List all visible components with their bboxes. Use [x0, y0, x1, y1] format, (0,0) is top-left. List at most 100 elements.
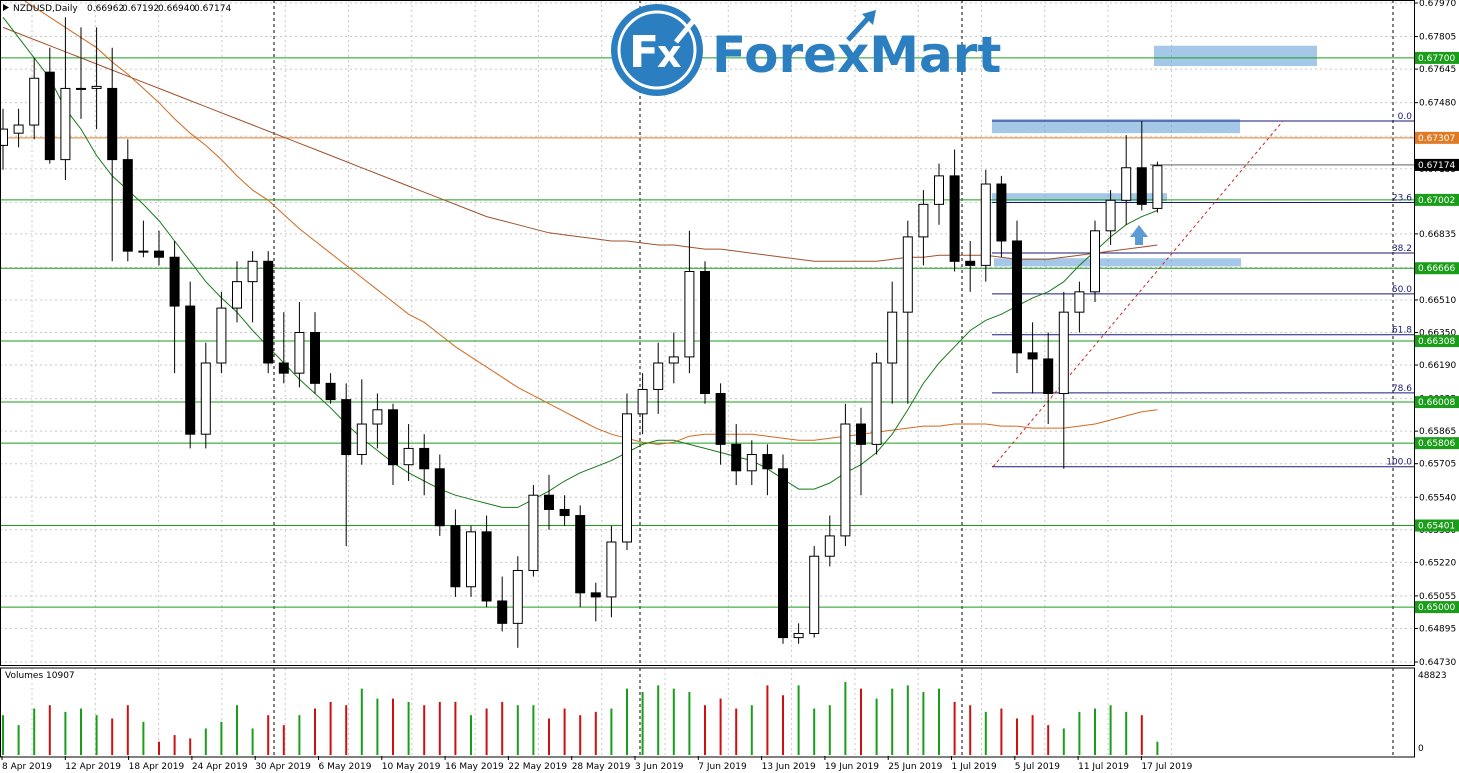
- support-resistance-lines: [0, 57, 1414, 608]
- title-triangle-icon: [3, 4, 9, 11]
- candle-bull: [622, 413, 632, 543]
- sr-price-label: 0.67700: [1418, 54, 1455, 64]
- price-tick-label: 0.66835: [1419, 230, 1456, 240]
- x-tick-label: 18 Apr 2019: [129, 762, 185, 772]
- orange-price-tag: [1415, 131, 1459, 144]
- candle-bull: [403, 447, 414, 466]
- x-tick-label: 17 Jul 2019: [1141, 762, 1192, 772]
- x-tick-label: 28 May 2019: [572, 762, 631, 772]
- candle-bull: [1152, 165, 1163, 209]
- price-tick-label: 0.65705: [1419, 460, 1456, 470]
- highlight-zone: [1154, 45, 1317, 67]
- candle-bull: [1121, 167, 1132, 201]
- candle-bear: [169, 256, 180, 307]
- current-price-label: 0.67174: [1418, 161, 1455, 171]
- candle-bear: [310, 332, 320, 384]
- candle-bear: [590, 592, 601, 598]
- candle-bear: [481, 531, 492, 602]
- highlight-zone: [994, 258, 1241, 267]
- candle-bear: [388, 409, 398, 466]
- candle-bull: [793, 633, 804, 639]
- fib-level-label: 100.0: [1386, 458, 1412, 468]
- candle-bear: [497, 600, 508, 624]
- candle-bear: [544, 494, 554, 510]
- ma-slow-line: [2, 26, 1158, 262]
- candle-bear: [965, 260, 976, 266]
- up-arrow-icon: [1130, 225, 1148, 245]
- forexmart-logo: F x ForexMart: [611, 4, 1001, 96]
- x-tick-label: 6 May 2019: [319, 762, 372, 772]
- candle-bull: [918, 203, 929, 238]
- candle-bull: [934, 175, 944, 205]
- candle-bull: [840, 423, 851, 537]
- ohlc-low: 0.66940: [158, 4, 195, 14]
- candle-bear: [996, 183, 1007, 242]
- chart-title: NZDUSD,Daily: [13, 4, 78, 14]
- price-tick-label: 0.66190: [1419, 361, 1456, 371]
- current-price-tag: [1415, 158, 1459, 171]
- candle-bull: [91, 85, 102, 89]
- sr-price-label: 0.66666: [1418, 264, 1455, 274]
- candle-bear: [575, 515, 586, 594]
- sr-price-label: 0.65401: [1418, 522, 1455, 532]
- candle-bull: [216, 307, 227, 364]
- candle-bear: [107, 87, 118, 161]
- fib-level-label: 61.8: [1392, 326, 1412, 336]
- volume-label: Volumes 10907: [5, 671, 75, 681]
- price-tick-label: 0.67645: [1419, 65, 1456, 75]
- x-tick-label: 12 Apr 2019: [65, 762, 121, 772]
- fib-level-label: 0.0: [1398, 112, 1413, 122]
- period-separators: [273, 0, 1394, 755]
- candle-bull: [887, 311, 898, 364]
- fib-level-label: 50.0: [1392, 285, 1412, 295]
- sr-price-label: 0.65806: [1418, 439, 1455, 449]
- candle-bear: [778, 468, 788, 639]
- sr-price-tag: [1415, 601, 1459, 614]
- candle-bear: [263, 260, 274, 364]
- price-tick-label: 0.66510: [1419, 296, 1456, 306]
- sr-price-label: 0.66008: [1418, 398, 1455, 408]
- candle-bull: [29, 77, 40, 126]
- x-tick-label: 13 Jun 2019: [762, 762, 816, 772]
- highlight-zone: [992, 193, 1167, 202]
- candle-bull: [1105, 199, 1116, 232]
- sr-price-tag: [1415, 437, 1459, 450]
- highlight-zones: [992, 45, 1317, 267]
- candle-bear: [762, 454, 773, 470]
- ma-fast-line: [2, 16, 1158, 508]
- x-tick-label: 16 May 2019: [445, 762, 504, 772]
- candle-bull: [356, 423, 367, 456]
- candle-bull: [824, 535, 835, 557]
- price-tick-label: 0.66350: [1419, 329, 1456, 339]
- fib-level-label: 38.2: [1392, 244, 1412, 254]
- x-tick-label: 24 Apr 2019: [192, 762, 248, 772]
- candle-bull: [668, 356, 679, 364]
- sr-price-tag: [1415, 335, 1459, 348]
- candle-bull: [512, 569, 523, 624]
- ma-mid-line: [22, 0, 1158, 445]
- x-tick-label: 1 Jul 2019: [952, 762, 997, 772]
- candle-bull: [13, 124, 24, 134]
- candle-bear: [154, 250, 164, 258]
- ohlc-close: 0.67174: [194, 4, 231, 14]
- candle-bear: [559, 508, 570, 517]
- price-tick-label: 0.65865: [1419, 427, 1456, 437]
- candle-bear: [731, 443, 742, 472]
- ohlc-high: 0.67192: [122, 4, 159, 14]
- fib-level-label: 23.6: [1392, 194, 1412, 204]
- volume-bars: [2, 682, 1159, 755]
- logo-text: ForexMart: [712, 26, 1001, 84]
- candle-bull: [528, 494, 539, 571]
- candle-bear: [1012, 240, 1022, 354]
- candle-bull: [746, 454, 757, 472]
- sr-price-label: 0.66308: [1418, 337, 1455, 347]
- x-tick-label: 25 Jun 2019: [888, 762, 942, 772]
- candle-bull: [466, 531, 476, 588]
- grid-layer: [0, 0, 1414, 755]
- fibonacci-retracement: 0.0 23.6 38.2 50.0 61.8 78.6 100.0: [992, 112, 1414, 468]
- price-tick-label: 0.65220: [1419, 558, 1456, 568]
- candle-bull: [372, 409, 383, 425]
- candle-bull: [60, 87, 71, 161]
- candle-bull: [1074, 291, 1085, 313]
- sr-price-label: 0.65000: [1418, 603, 1455, 613]
